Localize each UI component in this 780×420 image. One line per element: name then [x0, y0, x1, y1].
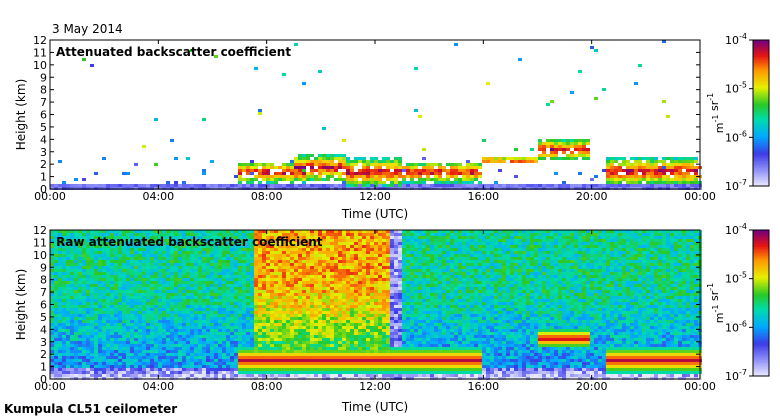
x-tick-label: 04:00 [142, 190, 174, 203]
y-tick-label: 4 [40, 133, 47, 146]
x-tick-label: 12:00 [359, 380, 391, 393]
x-tick-label: 16:00 [467, 190, 499, 203]
x-axis: 00:00 04:00 08:00 12:00 16:00 20:00 00:00 Time … [34, 230, 716, 414]
panel-title: Raw attenuated backscatter coefficient [56, 235, 323, 249]
y-tick-label: 5 [40, 121, 47, 134]
heatmap-cells [50, 40, 702, 190]
y-tick-label: 2 [40, 158, 47, 171]
y-axis-label: Height (km) [14, 79, 28, 150]
x-tick-label: 00:00 [34, 190, 66, 203]
y-tick-label: 9 [40, 71, 47, 84]
colorbar-tick-label: 10-7 [725, 178, 747, 193]
colorbar-tick-label: 10-4 [725, 32, 747, 47]
colorbar-tick-label: 10-5 [725, 81, 747, 96]
y-tick-label: 11 [33, 46, 47, 59]
y-tick-label: 6 [40, 299, 47, 312]
y-tick-label: 1 [40, 361, 47, 374]
y-tick-label: 12 [33, 34, 47, 47]
colorbar-frame [752, 229, 770, 377]
y-tick-label: 11 [33, 236, 47, 249]
y-tick-label: 10 [33, 249, 47, 262]
colorbar-tick-label: 10-6 [725, 129, 747, 144]
y-tick-label: 0 [40, 183, 47, 196]
y-tick-label: 1 [40, 171, 47, 184]
panel-title: Attenuated backscatter coefficient [56, 45, 291, 59]
y-tick-label: 3 [40, 336, 47, 349]
x-axis-label: Time (UTC) [341, 400, 408, 414]
y-tick-label: 4 [40, 323, 47, 336]
x-tick-label: 12:00 [359, 190, 391, 203]
x-tick-label: 08:00 [251, 190, 283, 203]
y-tick-label: 6 [40, 109, 47, 122]
heatmap-cells [50, 230, 702, 380]
date-label: 3 May 2014 [52, 22, 123, 36]
colorbar-label: m-1 sr-1 [706, 283, 726, 323]
colorbar-frame [752, 39, 770, 187]
x-axis: 00:00 04:00 08:00 12:00 16:00 20:00 00:00 Time … [34, 40, 716, 221]
x-axis-label: Time (UTC) [341, 207, 408, 221]
y-tick-label: 5 [40, 311, 47, 324]
x-tick-label: 08:00 [251, 380, 283, 393]
colorbar-tick-label: 10-6 [725, 319, 747, 334]
y-tick-label: 9 [40, 261, 47, 274]
y-tick-label: 7 [40, 286, 47, 299]
colorbar: 10-7 10-6 10-5 10-4 m-1 sr-1 [706, 32, 770, 193]
x-tick-label: 20:00 [576, 380, 608, 393]
y-tick-label: 8 [40, 274, 47, 287]
colorbar-tick-label: 10-4 [725, 222, 747, 237]
y-tick-label: 10 [33, 59, 47, 72]
colorbar-label: m-1 sr-1 [706, 93, 726, 133]
y-tick-label: 12 [33, 224, 47, 237]
y-tick-label: 2 [40, 348, 47, 361]
colorbar-tick-label: 10-7 [725, 368, 747, 383]
x-tick-label: 00:00 [684, 380, 716, 393]
x-tick-label: 16:00 [467, 380, 499, 393]
colorbar-tick-label: 10-5 [725, 271, 747, 286]
y-tick-label: 8 [40, 84, 47, 97]
instrument-label: Kumpula CL51 ceilometer [4, 402, 178, 416]
y-tick-label: 3 [40, 146, 47, 159]
x-tick-label: 20:00 [576, 190, 608, 203]
x-tick-label: 04:00 [142, 380, 174, 393]
x-tick-label: 00:00 [34, 380, 66, 393]
x-tick-label: 00:00 [684, 190, 716, 203]
y-axis-label: Height (km) [14, 269, 28, 340]
y-tick-label: 0 [40, 373, 47, 386]
y-tick-label: 7 [40, 96, 47, 109]
colorbar: 10-7 10-6 10-5 10-4 m-1 sr-1 [706, 222, 770, 383]
